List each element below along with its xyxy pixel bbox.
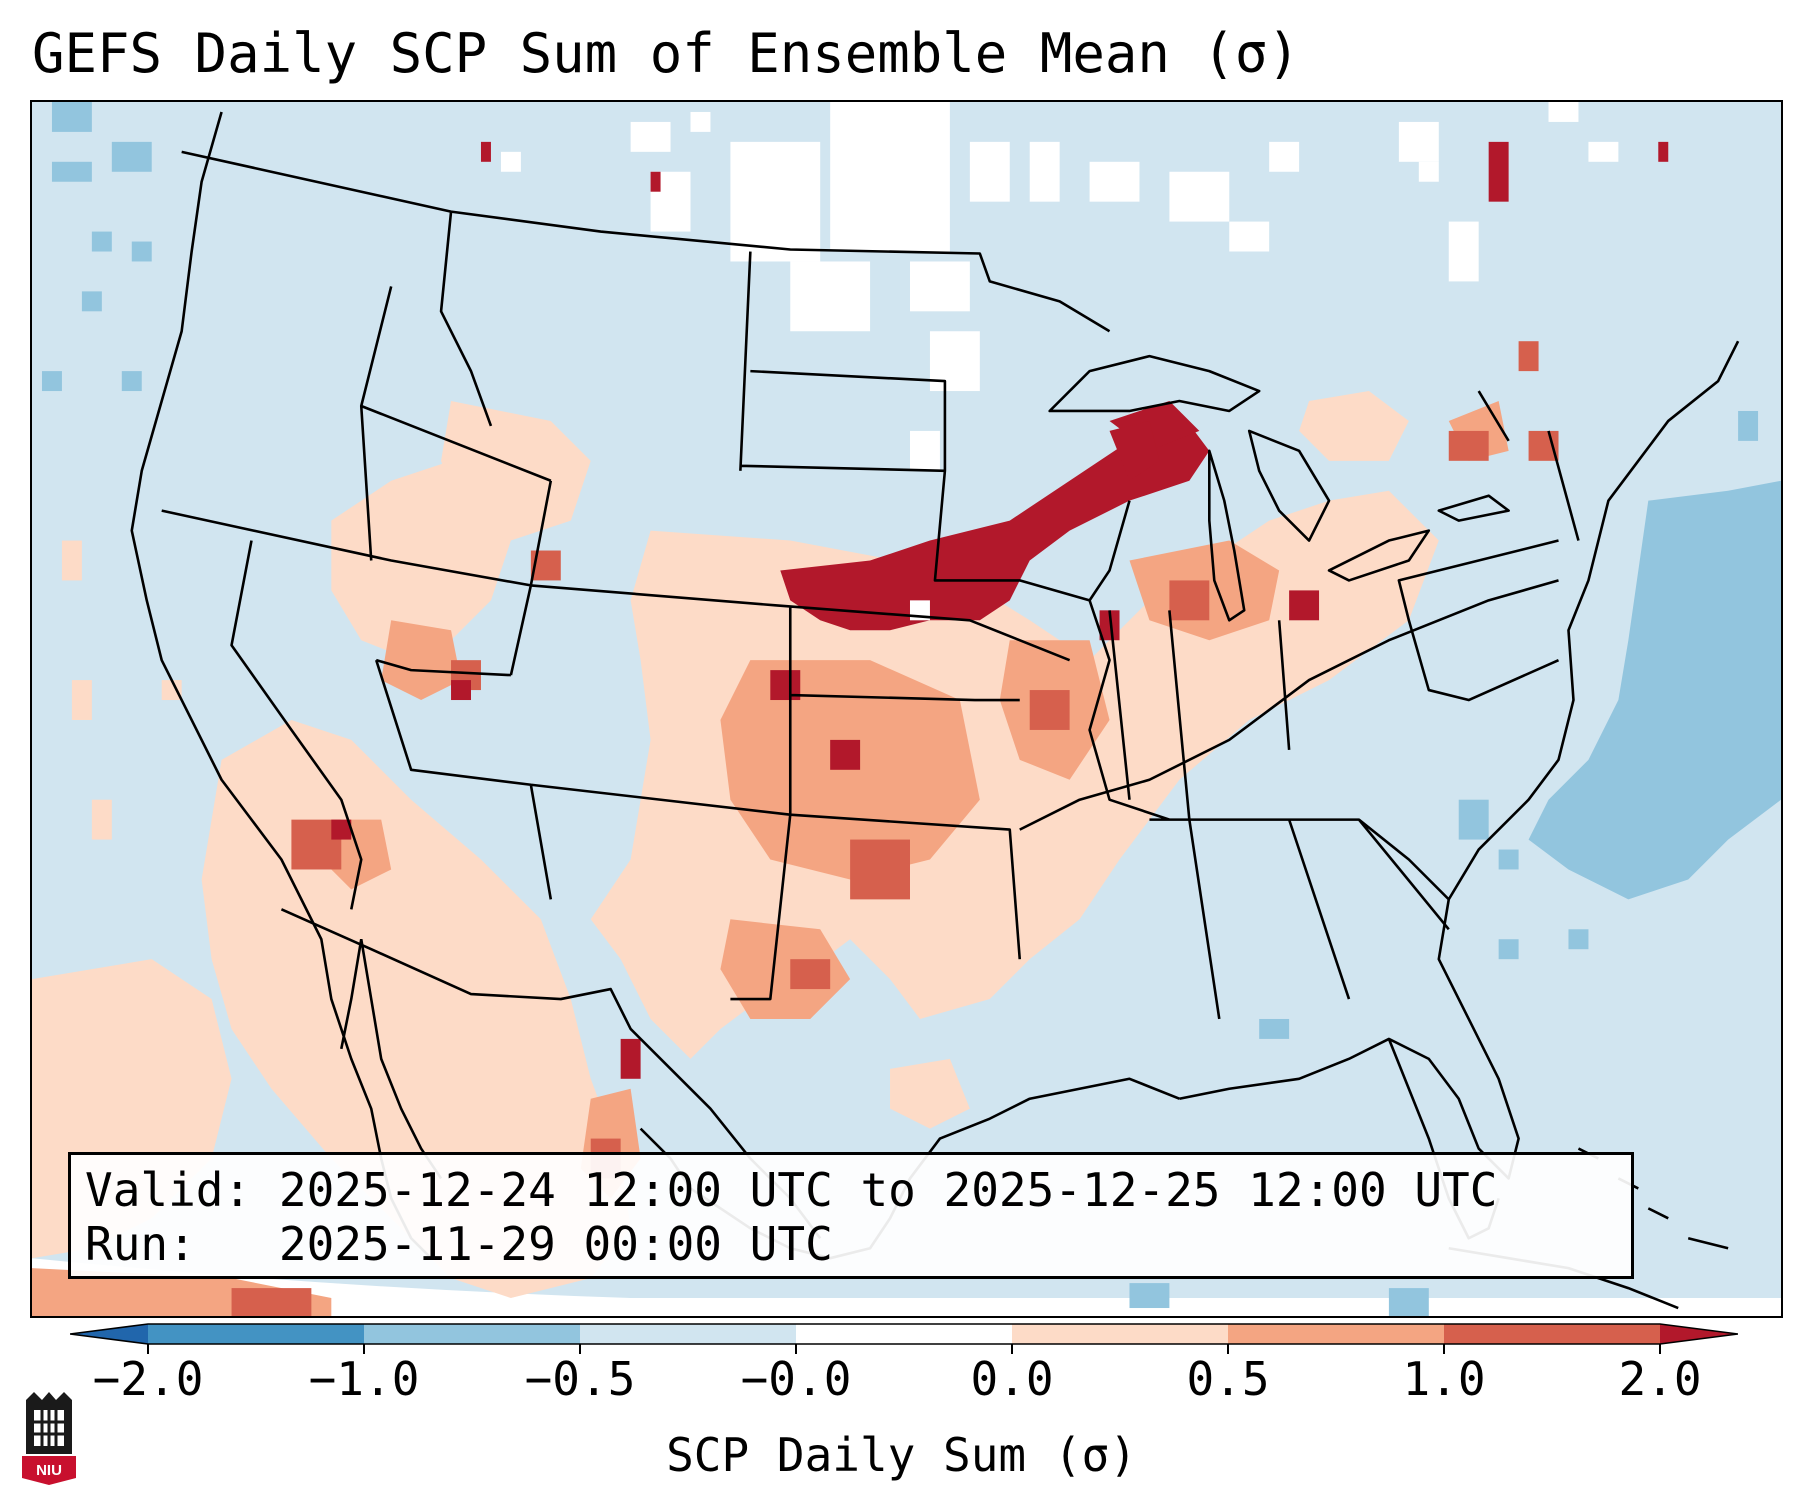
colorbar-bin [1660,1324,1738,1344]
highest-positive-area [331,141,1669,1079]
logo-text: NIU [36,1462,62,1479]
university-logo-icon: NIU [22,1392,76,1485]
valid-value: 2025-12-24 12:00 UTC to 2025-12-25 12:00… [278,1163,1498,1217]
state-lines [161,211,1580,1020]
colorbar-tick-label: 1.0 [1402,1352,1486,1406]
map-title: GEFS Daily SCP Sum of Ensemble Mean (σ) [32,22,1300,85]
colorbar-label: SCP Daily Sum (σ) [666,1428,1137,1482]
near-zero-cells [500,102,1619,471]
projection-edge [32,1258,1781,1316]
run-value: 2025-11-29 00:00 UTC [278,1217,833,1271]
colorbar-bin [796,1324,1013,1344]
colorbar-bin [580,1324,797,1344]
canada-border [181,150,1111,333]
run-label: Run: [85,1217,196,1271]
colorbar-tick-marks [147,1344,1661,1354]
colorbar-tick-labels: −2.0 −1.0 −0.5 −0.0 0.0 0.5 1.0 2.0 [0,1352,1803,1412]
colorbar [70,1323,1738,1354]
colorbar-bin [364,1324,581,1344]
valid-label: Valid: [85,1163,252,1217]
lake-superior [1048,354,1261,413]
colorbar-tick-label: −0.5 [524,1352,636,1406]
atlantic-negative-area [41,102,1781,1316]
colorbar-tick-label: −0.0 [740,1352,852,1406]
colorbar-bin [1012,1324,1229,1344]
colorbar-bin [148,1324,365,1344]
colorbar-tick-label: −1.0 [308,1352,420,1406]
atlantic-coastline [1179,340,1740,1180]
colorbar-tick-label: 0.0 [970,1352,1054,1406]
pacific-coastline [130,111,433,1260]
colorbar-tick-label: 0.5 [1186,1352,1270,1406]
lake-michigan [1208,449,1246,622]
colorbar-bin [1444,1324,1661,1344]
colorbar-bins [70,1323,1738,1345]
lake-erie [1327,529,1431,582]
colorbar-tick-label: −2.0 [92,1352,204,1406]
colorbar-bin [1228,1324,1445,1344]
map-panel[interactable] [30,100,1783,1318]
scp-field-map[interactable] [32,102,1781,1316]
lake-ontario [1437,494,1510,522]
colorbar-tick-label: 2.0 [1618,1352,1702,1406]
lake-huron [1247,429,1331,542]
colorbar-bin [70,1324,148,1344]
valid-run-info-box: Valid: 2025-12-24 12:00 UTC to 2025-12-2… [68,1152,1634,1279]
